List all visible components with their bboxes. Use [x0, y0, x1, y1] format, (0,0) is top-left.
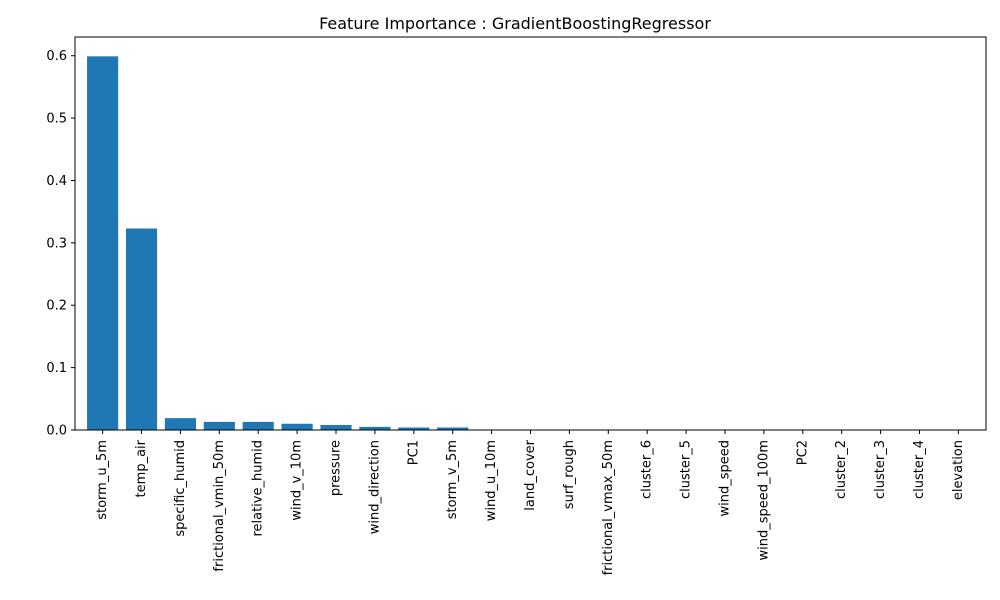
y-tick-label: 0.3: [46, 236, 67, 251]
x-tick-label: land_cover: [523, 439, 538, 510]
x-tick-label: frictional_vmax_50m: [601, 440, 616, 575]
x-tick-label: storm_v_5m: [445, 440, 460, 519]
x-tick-label: relative_humid: [251, 440, 266, 537]
x-tick-label: pressure: [329, 440, 344, 496]
x-axis: storm_u_5m temp_air specific_humid friction…: [95, 430, 966, 575]
bar-storm_u_5m: [87, 56, 119, 431]
x-tick-label: PC1: [406, 440, 421, 465]
bar-specific_humid: [164, 418, 196, 430]
bars-group: [87, 56, 974, 431]
x-tick-label: wind_u_10m: [484, 440, 499, 521]
bar-temp_air: [125, 228, 158, 430]
x-tick-label: wind_speed_100m: [756, 440, 771, 561]
y-axis: 0.0 0.1 0.2 0.3 0.4 0.5 0.6: [46, 49, 75, 439]
x-tick-label: wind_v_10m: [290, 440, 305, 521]
x-tick-label: cluster_4: [912, 440, 927, 499]
y-tick-label: 0.2: [46, 299, 67, 314]
x-tick-label: cluster_6: [640, 440, 655, 499]
bar-pressure: [320, 425, 352, 430]
x-tick-label: storm_u_5m: [95, 440, 110, 520]
y-tick-label: 0.6: [46, 49, 67, 64]
x-tick-label: elevation: [951, 440, 966, 500]
x-tick-label: specific_humid: [173, 440, 188, 537]
x-tick-label: cluster_5: [679, 440, 694, 499]
bar-wind_v_10m: [281, 423, 313, 430]
y-tick-label: 0.0: [46, 424, 67, 439]
plot-frame: [74, 36, 987, 431]
chart-title: Feature Importance : GradientBoostingReg…: [319, 14, 711, 33]
x-tick-label: surf_rough: [562, 440, 577, 509]
x-tick-label: wind_speed: [717, 440, 732, 517]
x-tick-label: cluster_2: [834, 440, 849, 499]
bar-storm_v_5m: [437, 427, 469, 430]
x-tick-label: frictional_vmin_50m: [212, 440, 227, 572]
x-tick-label: temp_air: [134, 439, 149, 497]
bar-PC1: [398, 427, 430, 430]
y-tick-label: 0.4: [46, 174, 67, 189]
bar-frictional_vmin_50m: [203, 421, 235, 430]
y-tick-label: 0.5: [46, 112, 67, 127]
bar-wind_direction: [359, 426, 391, 430]
y-tick-label: 0.1: [46, 361, 67, 376]
bar-relative_humid: [242, 421, 274, 430]
x-tick-label: wind_direction: [367, 440, 382, 534]
x-tick-label: PC2: [795, 440, 810, 465]
x-tick-label: cluster_3: [873, 440, 888, 499]
